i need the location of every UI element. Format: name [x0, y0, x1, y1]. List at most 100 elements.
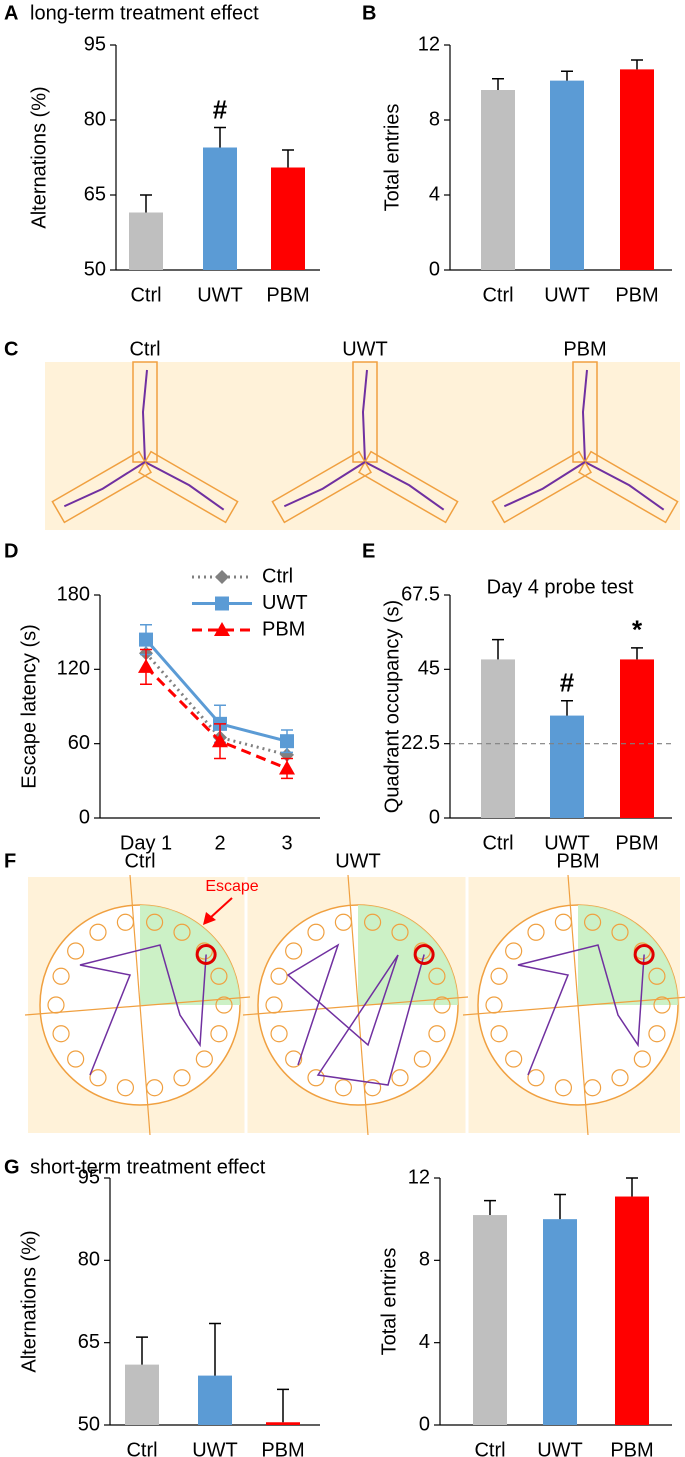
panel-letter: A — [4, 2, 18, 24]
y-tick-label: 80 — [78, 1249, 100, 1271]
x-tick-label: Ctrl — [130, 284, 161, 306]
y-tick-label: 8 — [429, 108, 440, 130]
bar — [550, 80, 584, 270]
y-tick-label: 45 — [418, 658, 440, 680]
y-tick-label: 0 — [419, 1413, 430, 1435]
track — [581, 369, 588, 463]
hole — [285, 942, 303, 960]
y-axis-label: Quadrant occupancy (s) — [381, 600, 403, 813]
chart-title: short-term treatment effect — [30, 1156, 266, 1178]
hole — [583, 1079, 602, 1097]
marker — [212, 733, 228, 748]
y-axis-label: Total entries — [378, 1248, 400, 1356]
bar — [271, 167, 305, 270]
track — [517, 944, 645, 1076]
track — [144, 461, 225, 511]
target-quadrant — [578, 905, 678, 1005]
bar — [620, 69, 654, 270]
hole — [116, 913, 135, 931]
y-tick-label: 120 — [57, 658, 90, 680]
bar — [620, 659, 654, 818]
hole — [145, 913, 164, 931]
series-line — [144, 652, 288, 757]
barnes-caption: PBM — [556, 850, 599, 872]
x-tick-label: PBM — [615, 832, 658, 854]
track — [503, 461, 586, 508]
bar — [203, 147, 237, 270]
hole — [583, 913, 602, 931]
maze-caption: UWT — [342, 338, 388, 360]
error-bar — [140, 194, 152, 213]
hole — [648, 967, 666, 985]
quadrant-line — [24, 996, 251, 1016]
hole — [653, 996, 671, 1014]
marker — [215, 596, 229, 611]
escape-hole — [413, 944, 435, 966]
chart-title: Day 4 probe test — [487, 576, 634, 598]
hole — [505, 942, 523, 960]
y-tick-label: 65 — [78, 1331, 100, 1353]
x-tick-label: UWT — [537, 1439, 583, 1457]
bar — [481, 659, 515, 818]
chart-title: long-term treatment effect — [30, 2, 259, 24]
x-tick-label: UWT — [192, 1439, 238, 1457]
barnes-caption: UWT — [335, 850, 381, 872]
bar — [198, 1375, 232, 1425]
hole — [485, 996, 503, 1014]
x-tick-label: UWT — [544, 284, 590, 306]
escape-arrowhead — [203, 912, 216, 925]
panel-letter: B — [362, 2, 376, 24]
hole — [210, 1025, 228, 1043]
hole — [391, 923, 409, 941]
y-tick-label: 8 — [419, 1249, 430, 1271]
marker — [280, 734, 294, 749]
hole — [428, 967, 446, 985]
hole — [633, 1050, 651, 1068]
significance-mark: * — [632, 615, 643, 645]
hole — [145, 1079, 164, 1097]
bar — [125, 1364, 159, 1425]
error-bar — [626, 1177, 638, 1197]
target-quadrant — [358, 905, 458, 1005]
hole — [307, 923, 325, 941]
y-tick-label: 50 — [84, 258, 106, 280]
x-tick-label: UWT — [197, 284, 243, 306]
marker — [138, 658, 154, 673]
y-tick-label: 180 — [57, 583, 90, 605]
y-axis-label: Alternations (%) — [28, 86, 50, 228]
track — [364, 461, 445, 511]
hole — [52, 967, 70, 985]
hole — [413, 1050, 431, 1068]
y-tick-label: 95 — [78, 1166, 100, 1188]
bar — [481, 90, 515, 270]
error-bar — [554, 1193, 566, 1220]
marker — [279, 760, 295, 775]
x-tick-label: PBM — [261, 1439, 304, 1457]
target-quadrant — [140, 905, 240, 1005]
y-tick-label: 95 — [84, 33, 106, 55]
y-tick-label: 65 — [84, 183, 106, 205]
error-bar — [631, 59, 643, 70]
error-bar — [209, 1322, 221, 1376]
hole — [334, 913, 353, 931]
y-tick-label: 60 — [68, 732, 90, 754]
hole — [210, 967, 228, 985]
y-tick-label: 0 — [429, 258, 440, 280]
x-tick-label: PBM — [610, 1439, 653, 1457]
hole — [391, 1069, 409, 1087]
x-tick-label: Day 1 — [120, 832, 172, 854]
x-tick-label: Ctrl — [474, 1439, 505, 1457]
hole — [116, 1079, 135, 1097]
x-tick-label: Ctrl — [126, 1439, 157, 1457]
escape-hole — [633, 944, 655, 966]
hole — [648, 1025, 666, 1043]
hole — [554, 913, 573, 931]
quadrant-line — [462, 996, 685, 1016]
bar — [266, 1422, 300, 1425]
x-tick-label: Ctrl — [482, 284, 513, 306]
hole — [89, 1069, 107, 1087]
quadrant-line — [129, 874, 151, 1136]
hole — [490, 967, 508, 985]
hole — [67, 942, 85, 960]
